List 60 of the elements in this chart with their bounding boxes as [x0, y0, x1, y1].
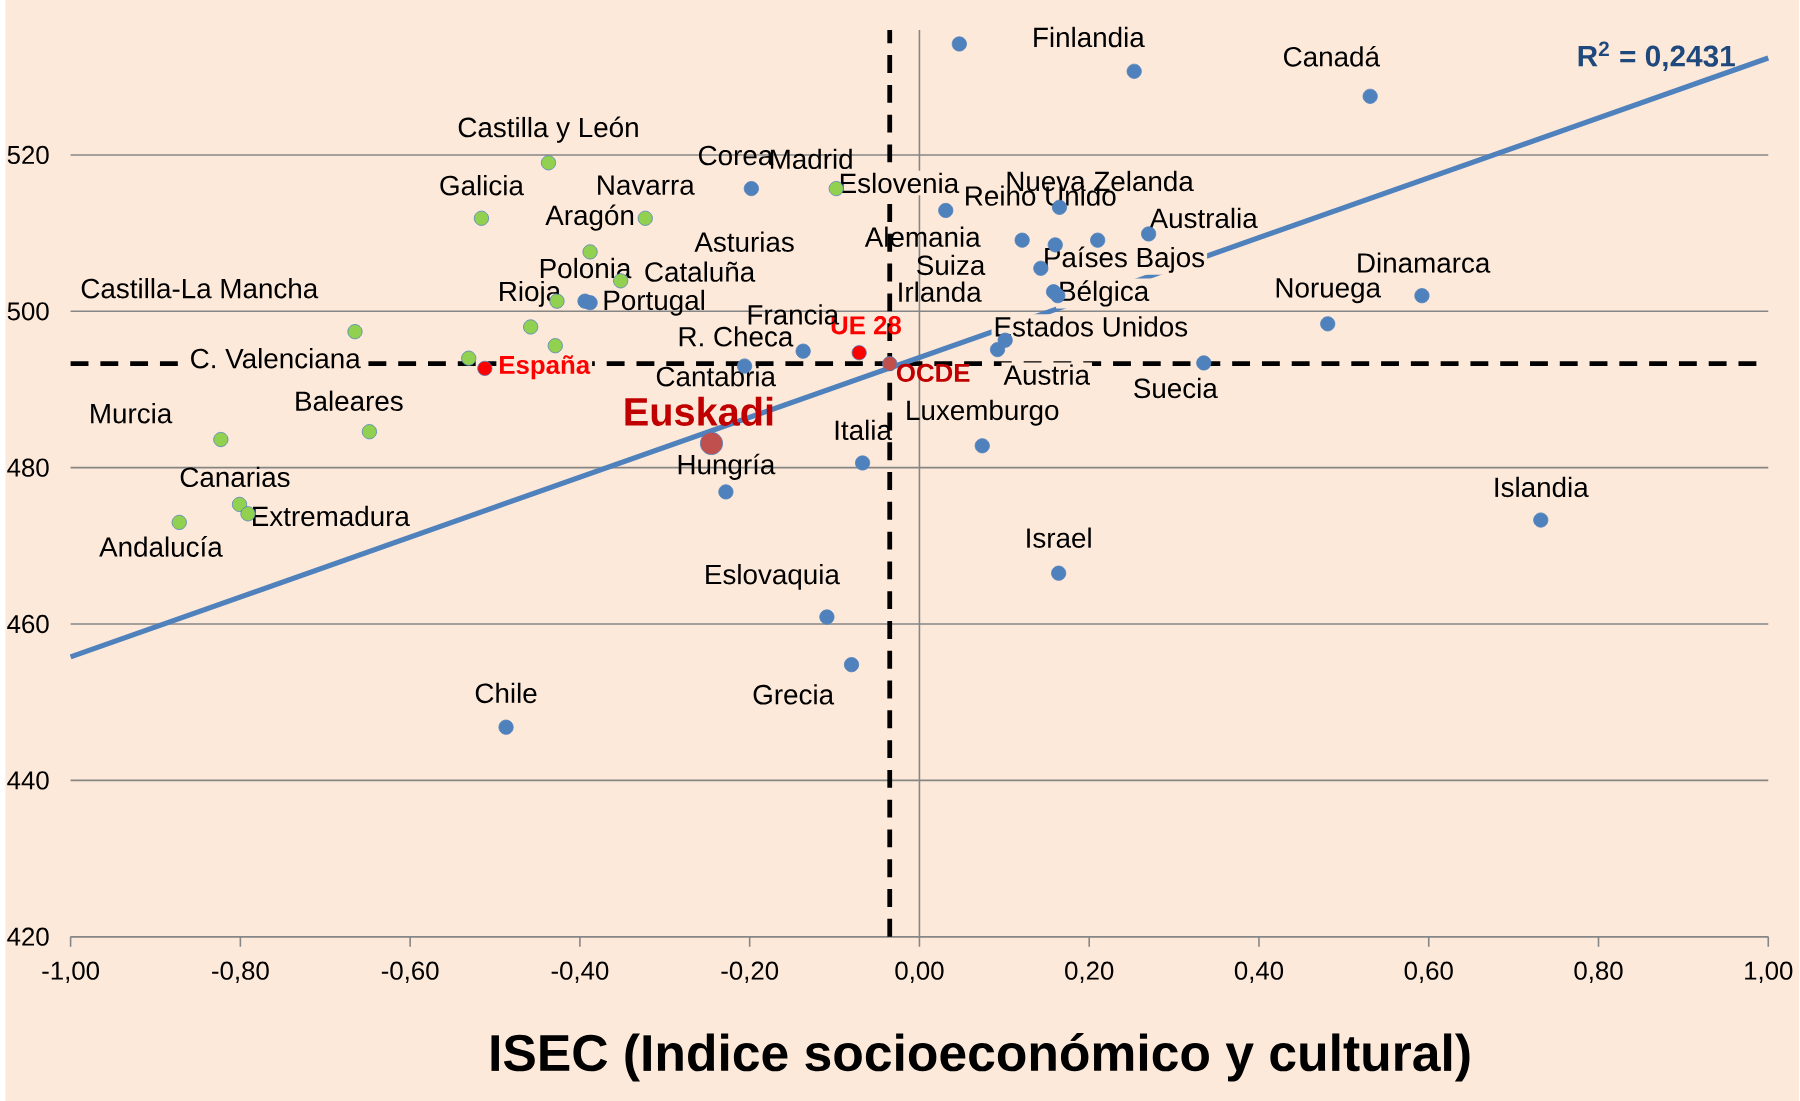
annotation: Eslovaquia	[706, 563, 840, 590]
annotation: Extremadura	[253, 505, 410, 527]
annotation: Estados Unidos	[995, 316, 1188, 337]
x-axis-title: ISEC (Indice socioeconómico y cultural)	[491, 1032, 1470, 1082]
annotation: Suiza	[917, 254, 986, 276]
y-tick-label: 500	[7, 302, 49, 321]
annotation: C. Valenciana	[191, 347, 361, 369]
annotation: Eslovenia	[840, 172, 960, 194]
annotation: Grecia	[753, 684, 835, 705]
annotation: Hungría	[678, 453, 776, 480]
annotation: Canadá	[1284, 45, 1380, 67]
annotation: Asturias	[694, 231, 794, 252]
annotation: Polonia	[540, 257, 632, 279]
annotation: Italia	[835, 419, 892, 441]
y-tick-label: 460	[7, 614, 49, 634]
annotation: España	[500, 355, 591, 380]
annotation: R. Checa	[679, 326, 794, 347]
annotation: Islandia	[1495, 476, 1589, 498]
annotation: Canarias	[180, 466, 290, 488]
annotation: Baleares	[296, 390, 403, 411]
x-tick-label: -0,40	[551, 961, 609, 983]
annotation: Suecia	[1134, 377, 1218, 399]
x-tick-label: 0,60	[1404, 961, 1453, 983]
annotation: Castilla y León	[458, 116, 638, 143]
y-tick-label: 520	[7, 145, 49, 165]
x-tick-label: -1,00	[42, 961, 100, 983]
annotation: Andalucía	[99, 536, 223, 557]
annotation: Alemania	[864, 226, 981, 247]
annotation: Dinamarca	[1358, 252, 1491, 273]
annotation: Portugal	[604, 289, 704, 316]
x-tick-label: 0,00	[895, 961, 944, 983]
x-tick-label: 0,40	[1234, 961, 1284, 983]
annotation: Aragón	[545, 204, 634, 231]
annotation: Noruega	[1276, 278, 1382, 304]
y-tick-label: 440	[7, 771, 49, 790]
annotation: Australia	[1149, 207, 1258, 229]
annotation: Cataluña	[645, 261, 756, 282]
annotation: Israel	[1027, 527, 1091, 548]
x-tick-label: 0,20	[1065, 961, 1114, 983]
x-tick-label: -0,60	[381, 961, 439, 983]
annotation: Cantabria	[656, 365, 776, 387]
x-tick-label: 0,80	[1574, 961, 1623, 983]
x-tick-label: -0,20	[721, 961, 779, 983]
annotation: Chile	[475, 682, 537, 704]
annotation: Luxemburgo	[907, 399, 1059, 426]
annotation: Países Bajos	[1045, 246, 1205, 273]
annotation: Austria	[1003, 364, 1091, 385]
annotation: Euskadi	[625, 396, 773, 426]
annotation: Irlanda	[899, 281, 982, 302]
annotation: Murcia	[91, 402, 173, 424]
y-tick-label: 420	[7, 927, 49, 946]
annotation: R$^{2}$ = 0,2431	[1578, 41, 1735, 71]
annotation: Navarra	[598, 175, 695, 195]
x-tick-label: 1,00	[1745, 961, 1793, 983]
annotation: Galicia	[440, 174, 524, 196]
x-tick-label: -0,80	[212, 961, 269, 983]
annotation: OCDE	[896, 363, 970, 382]
annotation: Castilla-La Mancha	[81, 277, 319, 299]
y-tick-label: 480	[7, 458, 49, 477]
annotation: Finlandia	[1034, 26, 1145, 48]
